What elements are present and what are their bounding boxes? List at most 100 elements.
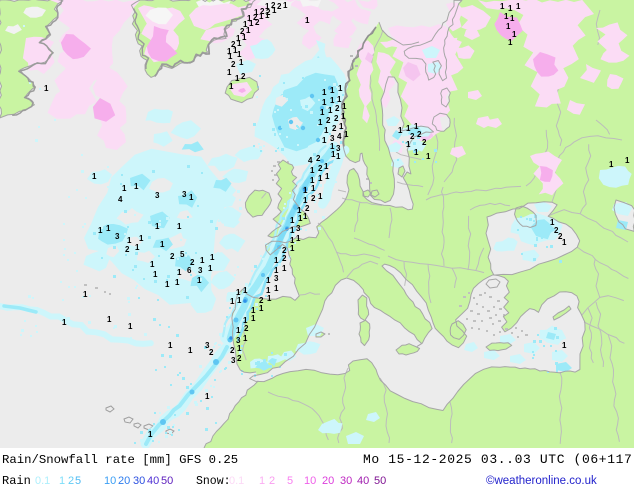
svg-text:1: 1: [243, 334, 248, 343]
svg-text:2: 2: [244, 324, 249, 333]
svg-text:2: 2: [190, 258, 195, 267]
svg-text:1: 1: [609, 160, 614, 169]
svg-text:2: 2: [282, 246, 287, 255]
svg-text:1: 1: [562, 238, 567, 247]
svg-text:1: 1: [155, 222, 160, 231]
svg-text:1: 1: [229, 82, 234, 91]
svg-text:1: 1: [414, 122, 419, 131]
svg-text:5: 5: [180, 250, 185, 259]
svg-text:1: 1: [127, 236, 132, 245]
svg-text:1: 1: [406, 124, 411, 133]
svg-text:1: 1: [107, 315, 112, 324]
svg-text:1: 1: [44, 84, 49, 93]
svg-text:1: 1: [330, 142, 335, 151]
svg-text:1: 1: [259, 12, 264, 21]
svg-text:2: 2: [332, 124, 337, 133]
svg-text:1: 1: [251, 306, 256, 315]
svg-text:1: 1: [274, 266, 279, 275]
svg-text:1: 1: [266, 286, 271, 295]
svg-text:1: 1: [510, 14, 515, 23]
svg-text:1: 1: [331, 150, 336, 159]
svg-text:1: 1: [83, 290, 88, 299]
svg-text:3: 3: [155, 191, 160, 200]
svg-text:1: 1: [251, 314, 256, 323]
svg-text:1: 1: [330, 86, 335, 95]
svg-text:1: 1: [267, 294, 272, 303]
svg-text:1: 1: [508, 4, 513, 13]
svg-text:1: 1: [290, 226, 295, 235]
svg-text:3: 3: [115, 232, 120, 241]
svg-text:2: 2: [558, 232, 563, 241]
svg-text:1: 1: [128, 322, 133, 331]
svg-text:3: 3: [205, 341, 210, 350]
svg-text:1: 1: [322, 88, 327, 97]
svg-text:1: 1: [188, 346, 193, 355]
svg-text:1: 1: [175, 278, 180, 287]
svg-text:1: 1: [274, 284, 279, 293]
svg-text:2: 2: [209, 348, 214, 357]
svg-text:2: 2: [422, 138, 427, 147]
svg-text:1: 1: [236, 288, 241, 297]
svg-text:1: 1: [290, 236, 295, 245]
svg-text:1: 1: [303, 212, 308, 221]
svg-text:1: 1: [550, 218, 555, 227]
svg-text:1: 1: [246, 26, 251, 35]
svg-text:1: 1: [177, 222, 182, 231]
svg-text:1: 1: [338, 84, 343, 93]
svg-text:1: 1: [197, 276, 202, 285]
svg-text:1: 1: [106, 224, 111, 233]
svg-text:1: 1: [508, 38, 513, 47]
svg-text:4: 4: [118, 195, 123, 204]
svg-text:1: 1: [122, 184, 127, 193]
svg-text:1: 1: [282, 264, 287, 273]
svg-text:3: 3: [198, 266, 203, 275]
svg-text:1: 1: [242, 33, 247, 42]
svg-text:6: 6: [187, 266, 192, 275]
svg-text:2: 2: [417, 130, 422, 139]
svg-text:2: 2: [241, 72, 246, 81]
svg-text:1: 1: [322, 98, 327, 107]
svg-text:2: 2: [231, 60, 236, 69]
svg-text:1: 1: [310, 166, 315, 175]
svg-text:1: 1: [210, 253, 215, 262]
svg-text:2: 2: [282, 254, 287, 263]
svg-text:1: 1: [500, 2, 505, 11]
svg-text:1: 1: [272, 6, 277, 15]
svg-text:1: 1: [160, 240, 165, 249]
svg-text:1: 1: [297, 206, 302, 215]
svg-text:1: 1: [189, 193, 194, 202]
svg-text:3: 3: [330, 134, 335, 143]
svg-text:2: 2: [255, 18, 260, 27]
svg-text:1: 1: [235, 74, 240, 83]
svg-text:1: 1: [324, 126, 329, 135]
svg-text:1: 1: [426, 152, 431, 161]
svg-text:1: 1: [330, 96, 335, 105]
svg-text:1: 1: [311, 184, 316, 193]
svg-text:1: 1: [92, 172, 97, 181]
svg-text:1: 1: [265, 11, 270, 20]
svg-text:3: 3: [274, 274, 279, 283]
svg-text:1: 1: [337, 95, 342, 104]
svg-text:1: 1: [318, 118, 323, 127]
svg-text:1: 1: [227, 68, 232, 77]
svg-text:1: 1: [148, 430, 153, 439]
svg-text:1: 1: [239, 58, 244, 67]
svg-text:3: 3: [182, 190, 187, 199]
svg-text:1: 1: [342, 102, 347, 111]
svg-text:1: 1: [237, 296, 242, 305]
svg-text:2: 2: [318, 164, 323, 173]
svg-text:1: 1: [243, 316, 248, 325]
svg-text:2: 2: [277, 2, 282, 11]
svg-text:2: 2: [170, 252, 175, 261]
svg-text:1: 1: [320, 108, 325, 117]
svg-text:1: 1: [290, 244, 295, 253]
svg-text:1: 1: [325, 172, 330, 181]
svg-text:1: 1: [296, 234, 301, 243]
svg-text:2: 2: [326, 116, 331, 125]
svg-text:1: 1: [290, 216, 295, 225]
svg-text:2: 2: [253, 13, 258, 22]
svg-text:4: 4: [337, 132, 342, 141]
svg-text:1: 1: [303, 186, 308, 195]
svg-text:1: 1: [230, 297, 235, 306]
svg-text:1: 1: [208, 264, 213, 273]
